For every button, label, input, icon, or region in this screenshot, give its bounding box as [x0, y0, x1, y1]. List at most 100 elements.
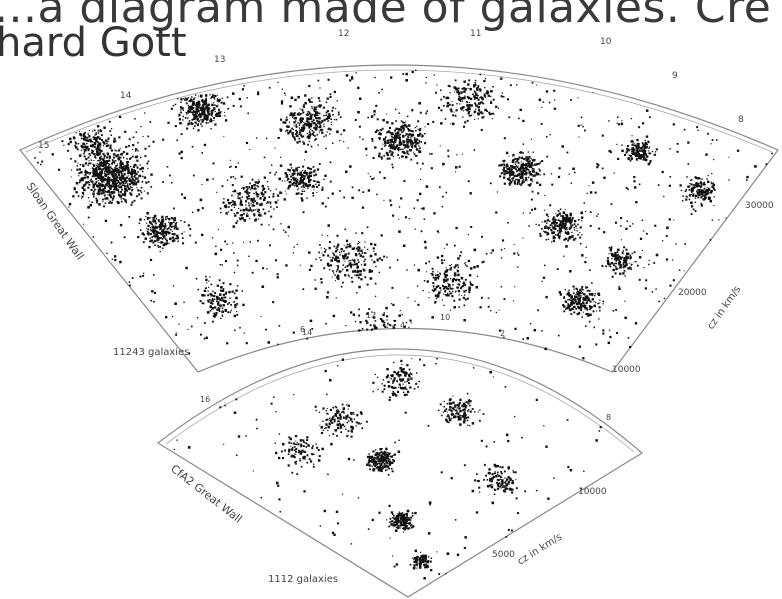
- galaxy-point: [313, 180, 316, 183]
- galaxy-point: [106, 181, 109, 183]
- galaxy-point: [629, 258, 631, 260]
- galaxy-point: [538, 224, 540, 227]
- galaxy-point: [319, 244, 321, 246]
- galaxy-point: [595, 343, 598, 346]
- galaxy-point: [399, 139, 402, 142]
- galaxy-point: [473, 110, 475, 113]
- galaxy-point: [185, 266, 188, 270]
- galaxy-point: [707, 180, 710, 183]
- galaxy-point: [672, 259, 674, 261]
- galaxy-point: [245, 208, 248, 211]
- galaxy-point: [550, 228, 553, 232]
- galaxy-point: [389, 139, 391, 141]
- galaxy-point: [561, 215, 563, 217]
- galaxy-point: [309, 117, 313, 120]
- galaxy-point: [218, 114, 222, 117]
- galaxy-point: [458, 165, 461, 168]
- galaxy-point: [405, 72, 408, 76]
- galaxy-point: [463, 110, 465, 112]
- galaxy-point: [152, 220, 154, 223]
- galaxy-point: [471, 284, 474, 287]
- galaxy-point: [593, 301, 595, 303]
- galaxy-point: [525, 165, 527, 167]
- galaxy-point: [474, 110, 476, 112]
- galaxy-point: [366, 312, 369, 315]
- galaxy-point: [235, 212, 238, 214]
- galaxy-point: [170, 107, 173, 110]
- galaxy-point: [541, 330, 543, 332]
- galaxy-point: [309, 171, 312, 174]
- galaxy-point: [245, 204, 247, 206]
- galaxy-point: [116, 175, 118, 177]
- galaxy-point: [107, 190, 110, 192]
- galaxy-point: [311, 106, 313, 108]
- galaxy-point: [562, 217, 565, 220]
- galaxy-point: [512, 177, 515, 179]
- galaxy-point: [101, 164, 104, 167]
- galaxy-point: [201, 152, 203, 154]
- galaxy-point: [516, 158, 518, 160]
- galaxy-point: [609, 249, 612, 252]
- galaxy-point: [112, 197, 115, 200]
- galaxy-point: [700, 182, 702, 184]
- galaxy-point: [437, 295, 440, 298]
- galaxy-point: [459, 99, 461, 101]
- galaxy-point: [626, 149, 629, 152]
- galaxy-point: [371, 177, 374, 180]
- galaxy-point: [423, 218, 426, 220]
- galaxy-point: [297, 95, 300, 99]
- galaxy-point: [130, 203, 133, 206]
- galaxy-point: [368, 308, 371, 310]
- galaxy-point: [463, 281, 465, 284]
- galaxy-point: [549, 227, 551, 229]
- galaxy-point: [131, 155, 134, 158]
- galaxy-point: [407, 527, 410, 530]
- galaxy-point: [438, 186, 441, 189]
- galaxy-point: [383, 199, 385, 201]
- galaxy-point: [563, 296, 565, 298]
- galaxy-point: [326, 291, 330, 294]
- galaxy-point: [110, 201, 113, 204]
- galaxy-point: [116, 171, 118, 173]
- galaxy-point: [159, 221, 162, 224]
- galaxy-point: [117, 181, 120, 183]
- galaxy-point: [358, 314, 361, 317]
- galaxy-point: [528, 184, 532, 187]
- galaxy-point: [309, 174, 312, 177]
- galaxy-point: [220, 248, 223, 251]
- galaxy-point: [564, 308, 567, 310]
- galaxy-point: [644, 142, 647, 145]
- galaxy-point: [194, 117, 197, 120]
- galaxy-point: [87, 216, 90, 219]
- galaxy-point: [108, 177, 111, 179]
- galaxy-point: [263, 212, 267, 215]
- galaxy-point: [174, 302, 177, 305]
- galaxy-point: [573, 288, 575, 290]
- galaxy-point: [331, 109, 334, 112]
- galaxy-point: [107, 186, 110, 188]
- galaxy-point: [318, 117, 321, 120]
- galaxy-point: [702, 198, 705, 200]
- galaxy-point: [131, 277, 134, 279]
- galaxy-point: [290, 181, 292, 183]
- galaxy-point: [89, 144, 93, 148]
- galaxy-point: [202, 104, 205, 106]
- galaxy-point: [239, 214, 242, 217]
- galaxy-point: [351, 259, 354, 261]
- galaxy-point: [638, 278, 641, 281]
- galaxy-point: [642, 159, 644, 161]
- galaxy-point: [551, 225, 553, 227]
- galaxy-point: [621, 149, 624, 153]
- galaxy-point: [579, 296, 582, 299]
- galaxy-point: [542, 101, 545, 103]
- galaxy-point: [483, 116, 485, 118]
- galaxy-point: [661, 170, 664, 174]
- galaxy-point: [210, 114, 213, 117]
- galaxy-point: [399, 133, 402, 136]
- galaxy-point: [250, 202, 252, 204]
- galaxy-point: [530, 162, 534, 165]
- galaxy-point: [267, 341, 270, 344]
- galaxy-point: [93, 129, 96, 132]
- galaxy-point: [136, 166, 138, 168]
- galaxy-point: [228, 206, 230, 208]
